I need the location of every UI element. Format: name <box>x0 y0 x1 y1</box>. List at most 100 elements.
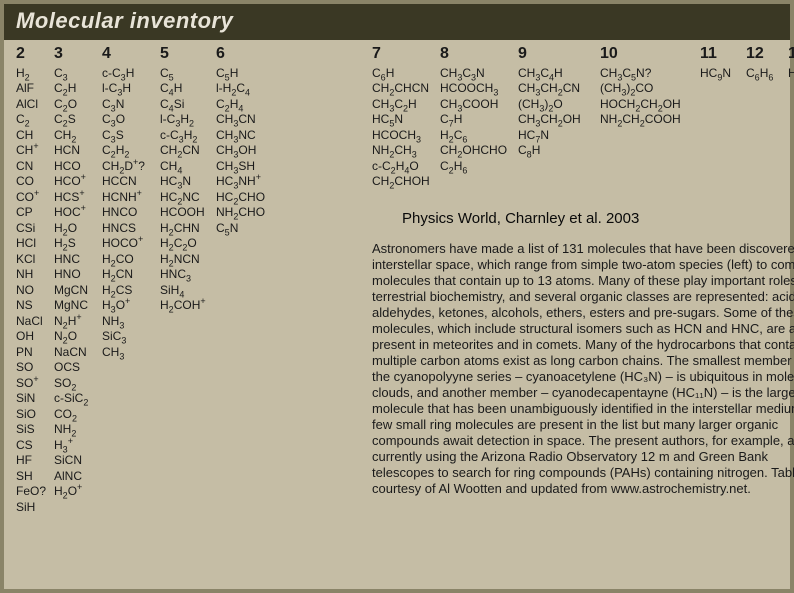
molecule-cell: CH3CH2OH <box>518 112 600 128</box>
column-6-atoms: 6C5Hl-H2C4C2H4CH3CNCH3NCCH3OHCH3SHHC3NH+… <box>216 46 276 515</box>
column-13-atoms: 13HC11N <box>788 46 794 190</box>
column-header: 4 <box>102 46 160 66</box>
molecule-cell: CH3SH <box>216 159 276 175</box>
molecule-cell: HC5N <box>372 112 440 128</box>
molecule-cell: SiC3 <box>102 329 160 345</box>
molecule-cell: NH2CHO <box>216 205 276 221</box>
molecule-cell: HCOCH3 <box>372 128 440 144</box>
molecule-cell: OCS <box>54 360 102 376</box>
molecule-cell: CH2OHCHO <box>440 143 518 159</box>
molecule-cell: HC11N <box>788 66 794 82</box>
molecule-cell: HNC <box>54 252 102 268</box>
right-table-area: 7C6HCH2CHCNCH3C2HHC5NHCOCH3NH2CH3c-C2H4O… <box>372 46 794 190</box>
column-header: 6 <box>216 46 276 66</box>
molecule-cell: H2CS <box>102 283 160 299</box>
molecule-cell: H3O+ <box>102 298 160 314</box>
column-7-atoms: 7C6HCH2CHCNCH3C2HHC5NHCOCH3NH2CH3c-C2H4O… <box>372 46 440 190</box>
column-header: 13 <box>788 46 794 66</box>
molecule-cell: NH3 <box>102 314 160 330</box>
molecule-cell: CH3C3N <box>440 66 518 82</box>
molecule-cell: HCN <box>54 143 102 159</box>
molecule-cell: CSi <box>16 221 54 237</box>
molecule-cell: C5N <box>216 221 276 237</box>
molecule-cell: HOCO+ <box>102 236 160 252</box>
molecule-cell: HOC+ <box>54 205 102 221</box>
molecule-cell: H2O <box>54 221 102 237</box>
molecule-cell: CP <box>16 205 54 221</box>
molecule-cell: H2CHN <box>160 221 216 237</box>
molecule-cell: C2H4 <box>216 97 276 113</box>
molecule-cell: H2S <box>54 236 102 252</box>
molecular-inventory-panel: Molecular inventory 2H2AlFAlClC2CHCH+CNC… <box>0 0 794 593</box>
molecule-cell: C4H <box>160 81 216 97</box>
column-10-atoms: 10CH3C5N?(CH3)2COHOCH2CH2OHNH2CH2COOH <box>600 46 700 190</box>
molecule-cell: C2 <box>16 112 54 128</box>
molecule-cell: CH3CH2CN <box>518 81 600 97</box>
molecule-cell: N2H+ <box>54 314 102 330</box>
molecule-cell: l-C3H <box>102 81 160 97</box>
molecule-cell: HNO <box>54 267 102 283</box>
molecule-cell: C2H6 <box>440 159 518 175</box>
molecule-cell: SO2 <box>54 376 102 392</box>
molecule-cell: HCO <box>54 159 102 175</box>
molecule-cell: H2 <box>16 66 54 82</box>
molecule-cell: l-C3H2 <box>160 112 216 128</box>
column-header: 11 <box>700 46 746 66</box>
content-area: 2H2AlFAlClC2CHCH+CNCOCO+CPCSiHClKClNHNON… <box>4 40 790 587</box>
molecule-cell: H2NCN <box>160 252 216 268</box>
column-header: 9 <box>518 46 600 66</box>
molecule-cell: NaCN <box>54 345 102 361</box>
molecule-cell: H2C2O <box>160 236 216 252</box>
molecule-cell: CH2CHOH <box>372 174 440 190</box>
molecule-cell: CH3 <box>102 345 160 361</box>
molecule-cell: SiO <box>16 407 54 423</box>
molecule-cell: CH+ <box>16 143 54 159</box>
molecule-cell: HF <box>16 453 54 469</box>
molecule-cell: C7H <box>440 112 518 128</box>
column-header: 5 <box>160 46 216 66</box>
molecule-cell: PN <box>16 345 54 361</box>
molecule-cell: HNCS <box>102 221 160 237</box>
molecule-cell: HCOOH <box>160 205 216 221</box>
molecule-cell: SiCN <box>54 453 102 469</box>
molecule-cell: CH3OH <box>216 143 276 159</box>
molecule-cell: NH2CH2COOH <box>600 112 700 128</box>
molecule-cell: CO2 <box>54 407 102 423</box>
molecule-cell: C8H <box>518 143 600 159</box>
column-8-atoms: 8CH3C3NHCOOCH3CH3COOHC7HH2C6CH2OHCHOC2H6 <box>440 46 518 190</box>
molecule-cell: C3N <box>102 97 160 113</box>
column-4-atoms: 4c-C3Hl-C3HC3NC3OC3SC2H2CH2D+?HCCNHCNH+H… <box>102 46 160 515</box>
column-header: 3 <box>54 46 102 66</box>
molecule-cell: SiH <box>16 500 54 516</box>
column-9-atoms: 9CH3C4HCH3CH2CN(CH3)2OCH3CH2OHHC7NC8H <box>518 46 600 190</box>
molecule-cell: NH2 <box>54 422 102 438</box>
molecule-cell: H2CO <box>102 252 160 268</box>
molecule-cell: CH2D+? <box>102 159 160 175</box>
molecule-cell: NH <box>16 267 54 283</box>
molecule-cell: c-C2H4O <box>372 159 440 175</box>
column-11-atoms: 11HC9N <box>700 46 746 190</box>
molecule-cell: H2COH+ <box>160 298 216 314</box>
column-header: 12 <box>746 46 788 66</box>
molecule-cell: CH3CN <box>216 112 276 128</box>
molecule-cell: AlCl <box>16 97 54 113</box>
molecule-cell: HC3N <box>160 174 216 190</box>
molecule-cell: CH3C4H <box>518 66 600 82</box>
molecule-cell: CH3NC <box>216 128 276 144</box>
column-3-atoms: 3C3C2HC2OC2SCH2HCNHCOHCO+HCS+HOC+H2OH2SH… <box>54 46 102 515</box>
molecule-cell: H2CN <box>102 267 160 283</box>
molecule-cell: HNC3 <box>160 267 216 283</box>
molecule-cell: C5 <box>160 66 216 82</box>
molecule-cell: C6H <box>372 66 440 82</box>
molecule-cell: FeO? <box>16 484 54 500</box>
molecule-cell: MgCN <box>54 283 102 299</box>
molecule-cell: HCO+ <box>54 174 102 190</box>
panel-title: Molecular inventory <box>4 4 790 40</box>
molecule-cell: CH3C5N? <box>600 66 700 82</box>
molecule-cell: HCOOCH3 <box>440 81 518 97</box>
molecule-cell: HNCO <box>102 205 160 221</box>
molecule-cell: SiN <box>16 391 54 407</box>
molecule-cell: HCNH+ <box>102 190 160 206</box>
molecule-cell: H2O+ <box>54 484 102 500</box>
molecule-cell: HOCH2CH2OH <box>600 97 700 113</box>
